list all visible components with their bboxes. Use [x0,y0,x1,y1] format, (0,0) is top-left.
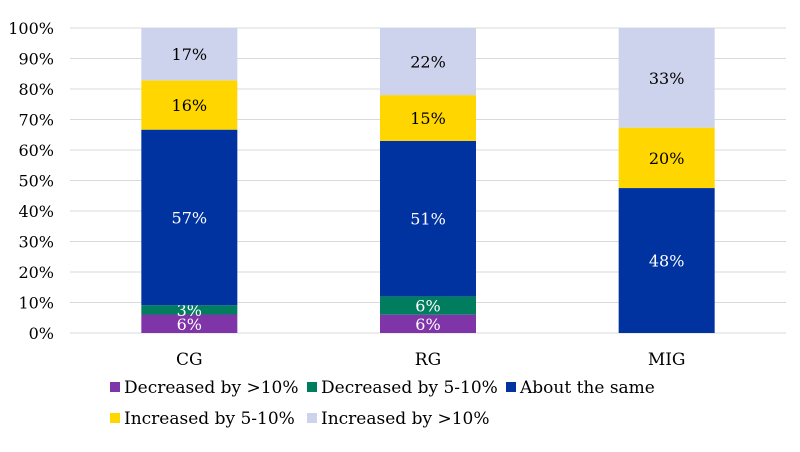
data-label: 48% [649,252,685,271]
bars: 6%3%57%16%17%6%6%51%15%22%48%20%33% [141,28,715,334]
bar-segment [618,127,715,189]
y-tick-label: 70% [18,111,54,130]
bar-segment [380,140,476,297]
legend-swatch [307,382,317,392]
data-label: 3% [177,301,202,320]
bar-segment [618,28,715,128]
legend-label: Decreased by >10% [124,378,299,398]
y-axis-ticks: 0% 10% 20% 30% 40% 50% 60% 70% 80% 90% 100% [8,19,54,343]
y-tick-label: 40% [18,202,54,221]
y-tick-label: 0% [29,324,54,343]
y-tick-label: 20% [18,263,54,282]
y-tick-label: 10% [18,294,54,313]
legend-label: Decreased by 5-10% [321,378,498,398]
bar-segment [380,28,476,96]
data-label: 15% [410,109,446,128]
legend-swatch [110,382,120,392]
data-label: 6% [415,315,440,334]
legend: Decreased by >10% Decreased by 5-10% About… [110,378,655,429]
legend-label: Increased by >10% [321,409,490,429]
data-label: 6% [177,315,202,334]
bar-segment [380,314,476,333]
y-tick-label: 30% [18,233,54,252]
data-label: 51% [410,210,446,229]
data-label: 20% [649,149,685,168]
legend-swatch [110,413,120,423]
data-label: 17% [172,45,208,64]
x-tick-label: RG [415,350,441,370]
legend-swatch [506,382,516,392]
bar-segment [141,305,238,315]
data-label: 22% [410,53,446,72]
legend-swatch [307,413,317,423]
y-tick-label: 80% [18,80,54,99]
data-label: 6% [415,297,440,316]
x-tick-label: CG [176,350,203,370]
data-label: 33% [649,69,685,88]
y-tick-label: 60% [18,141,54,160]
bar-segment [141,314,238,333]
x-axis-ticks: CG RG MIG [176,350,685,370]
bar-segment [380,95,476,141]
y-tick-label: 50% [18,172,54,191]
bar-segment [380,296,476,315]
bar-segment [141,80,238,130]
x-tick-label: MIG [648,350,686,370]
y-tick-label: 90% [18,50,54,69]
legend-label: Increased by 5-10% [124,409,295,429]
y-tick-label: 100% [8,19,54,38]
bar-segment [141,129,238,306]
bar-segment [141,28,238,81]
data-label: 57% [172,208,208,227]
bar-segment [618,188,715,333]
legend-label: About the same [519,378,655,398]
data-label: 16% [172,96,208,115]
